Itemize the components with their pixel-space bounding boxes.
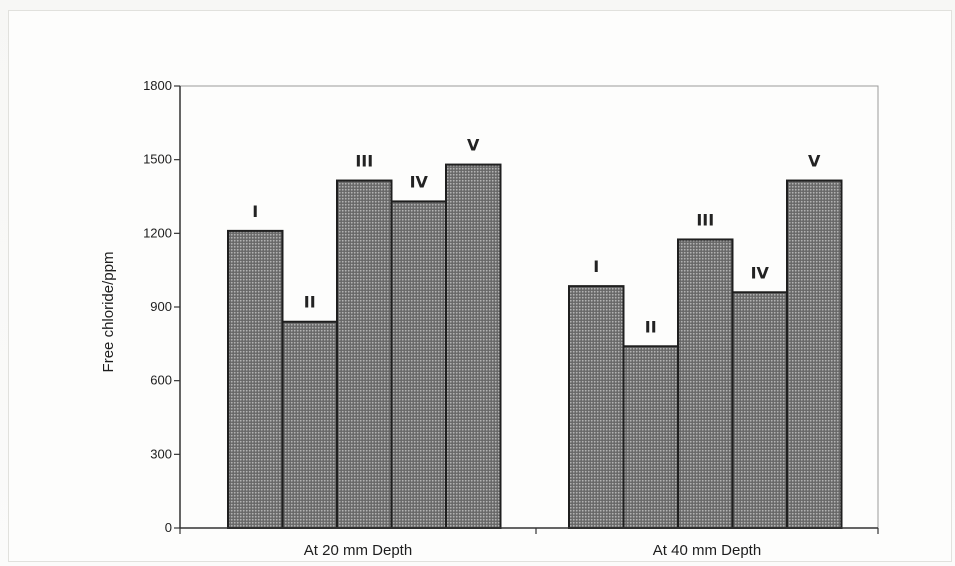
y-tick-label: 0 (165, 520, 172, 535)
y-tick-label: 300 (150, 446, 172, 461)
bar-label-ii: II (304, 293, 316, 312)
bar-ii-20mm (281, 320, 338, 529)
bar-label-ii: II (645, 317, 657, 336)
bar-label-iii: III (355, 152, 373, 171)
x-category-label: At 40 mm Depth (653, 542, 761, 559)
y-tick-label: 1800 (143, 78, 172, 93)
y-tick-label: 900 (150, 299, 172, 314)
y-tick-label: 1500 (143, 152, 172, 167)
bar-ii-40mm (622, 345, 679, 529)
y-axis-label: Free chloride/ppm (100, 252, 117, 373)
bar-iv-20mm (390, 200, 447, 530)
bar-iii-20mm (336, 179, 393, 530)
bar-label-iv: IV (751, 263, 770, 282)
bar-iv-40mm (731, 291, 788, 529)
bar-label-v: V (467, 136, 480, 155)
bar-label-i: I (593, 257, 599, 276)
bar-label-v: V (808, 152, 821, 171)
bar-label-iv: IV (410, 172, 429, 191)
bar-v-40mm (786, 179, 843, 530)
y-tick-label: 600 (150, 373, 172, 388)
bar-i-40mm (568, 285, 625, 529)
bar-label-i: I (252, 202, 258, 221)
y-tick-label: 1200 (143, 225, 172, 240)
bar-label-iii: III (696, 210, 714, 229)
bar-iii-40mm (677, 238, 734, 529)
bar-i-20mm (227, 229, 284, 529)
x-category-label: At 20 mm Depth (304, 542, 412, 559)
bar-v-20mm (445, 163, 502, 529)
